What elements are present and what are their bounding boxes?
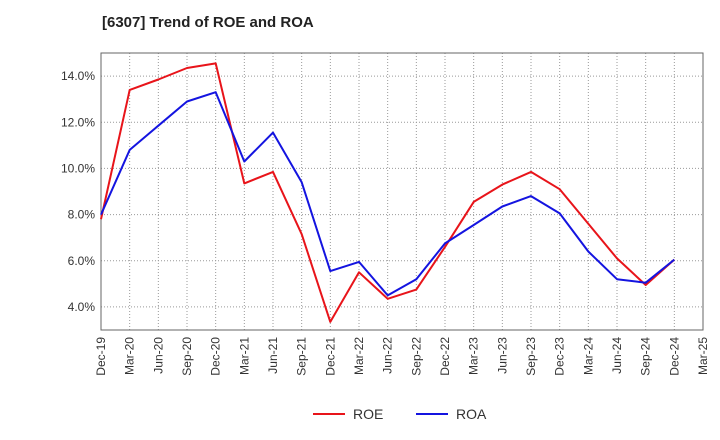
y-tick-label: 4.0% [68, 300, 96, 314]
x-tick-label: Mar-25 [696, 337, 710, 375]
plot-area-border [100, 52, 704, 331]
x-tick-label: Mar-22 [352, 337, 366, 375]
y-axis: 4.0% 6.0% 8.0% 10.0% 12.0% 14.0% [61, 69, 95, 314]
y-tick-label: 14.0% [61, 69, 95, 83]
x-tick-label: Jun-21 [266, 337, 280, 374]
x-tick-label: Mar-20 [123, 337, 137, 375]
x-tick-label: Sep-22 [409, 337, 423, 376]
series-line-roe [100, 62, 675, 323]
x-tick-label: Dec-23 [553, 337, 567, 376]
x-tick-label: Jun-24 [610, 337, 624, 374]
y-tick-label: 12.0% [61, 115, 95, 129]
x-tick-label: Jun-23 [495, 337, 509, 374]
series [100, 62, 675, 323]
x-tick-label: Mar-24 [581, 337, 595, 375]
x-tick-label: Dec-19 [94, 337, 108, 376]
x-tick-label: Dec-22 [438, 337, 452, 376]
legend-label-roe: ROE [353, 406, 383, 422]
y-tick-label: 10.0% [61, 161, 95, 175]
series-line-roa [100, 91, 675, 297]
legend: ROE ROA [313, 406, 487, 422]
x-axis: Dec-19 Mar-20 Jun-20 Sep-20 Dec-20 Mar-21 Jun-… [94, 337, 710, 376]
x-tick-label: Mar-21 [237, 337, 251, 375]
y-tick-label: 8.0% [68, 208, 96, 222]
x-tick-label: Dec-20 [209, 337, 223, 376]
x-tick-label: Jun-20 [151, 337, 165, 374]
x-tick-label: Sep-24 [639, 337, 653, 376]
chart-title: [6307] Trend of ROE and ROA [102, 14, 314, 31]
x-tick-label: Mar-23 [467, 337, 481, 375]
x-tick-label: Sep-20 [180, 337, 194, 376]
x-tick-label: Dec-21 [323, 337, 337, 376]
grid [101, 53, 703, 330]
x-tick-label: Sep-23 [524, 337, 538, 376]
x-tick-label: Sep-21 [295, 337, 309, 376]
y-tick-label: 6.0% [68, 254, 96, 268]
legend-label-roa: ROA [456, 406, 487, 422]
x-tick-label: Jun-22 [381, 337, 395, 374]
x-tick-label: Dec-24 [667, 337, 681, 376]
